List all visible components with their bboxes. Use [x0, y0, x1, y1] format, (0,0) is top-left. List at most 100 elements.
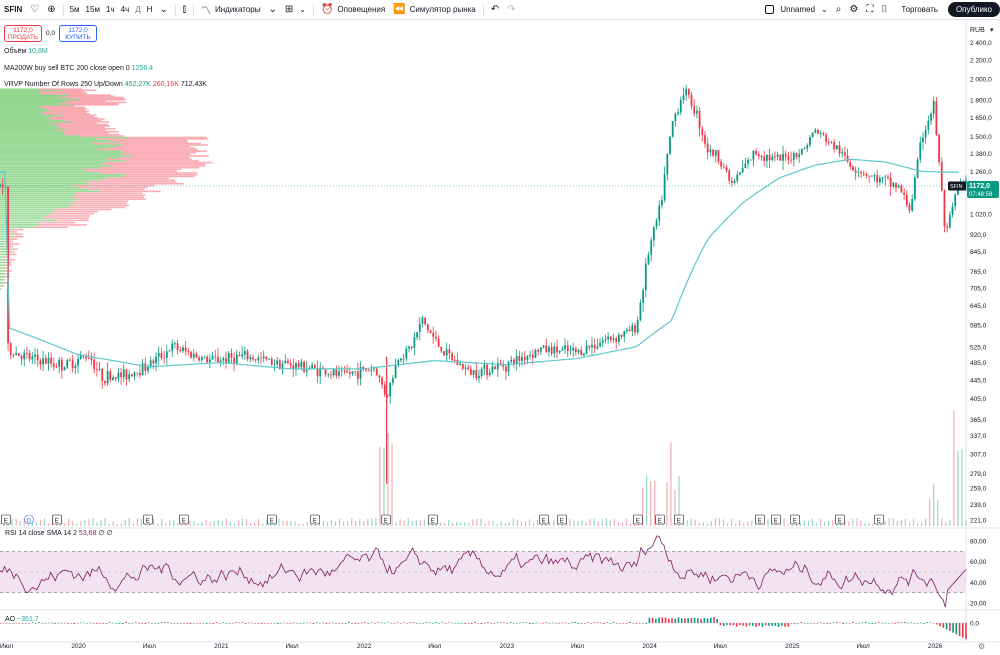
price-chart[interactable]: E D E E E E E E E E E E E E E E E E E RUB ▾ 2 400,0 2 200,0 2 0…: [0, 21, 1000, 655]
ao-bar: [554, 623, 557, 624]
undo-button[interactable]: ↶: [487, 0, 503, 20]
candle-body: [779, 154, 782, 161]
rsi-tick-label: 40,00: [970, 580, 987, 587]
candle-body: [176, 343, 179, 350]
ao-legend[interactable]: AO −351,7: [5, 614, 39, 625]
ao-bar: [128, 622, 131, 624]
candle-body: [370, 369, 373, 372]
candle-body: [819, 133, 822, 134]
candle-body: [609, 336, 612, 340]
candle-body: [362, 367, 365, 369]
volume-bar: [735, 523, 737, 526]
volume-bar: [504, 523, 506, 526]
sell-button[interactable]: 1172,0 ПРОДАТЬ: [4, 25, 42, 42]
vp-bar-down: [120, 153, 191, 156]
ao-bar: [487, 622, 489, 623]
volume-bar: [104, 518, 106, 526]
ao-bar: [758, 623, 761, 626]
candle-body: [445, 349, 448, 356]
templates-button[interactable]: ⊞ ⌄: [281, 0, 310, 20]
ao-bar: [202, 623, 205, 624]
ao-bar: [929, 622, 932, 624]
ao-bar: [157, 623, 160, 624]
vp-bar-down: [67, 101, 127, 104]
interval-15m[interactable]: 15м: [85, 5, 100, 14]
vp-bar-down: [5, 281, 10, 284]
ao-bar: [160, 622, 163, 623]
ao-bar: [819, 622, 822, 623]
replay-button[interactable]: ⏪ Симулятор рынка: [389, 0, 480, 20]
ao-bar: [709, 617, 712, 623]
volume-bar: [419, 519, 421, 526]
vrvp-legend[interactable]: VRVP Number Of Rows 250 Up/Down 452,27K …: [4, 79, 207, 90]
candle-body: [112, 377, 114, 380]
quick-search-button[interactable]: ⌕: [832, 0, 846, 20]
ma-legend[interactable]: MA200W buy sell BTC 200 close open 0 125…: [4, 63, 207, 74]
redo-button[interactable]: ↷: [503, 0, 519, 20]
ao-bar: [302, 622, 305, 624]
symbol-tag-bg: [948, 181, 966, 191]
layout-menu-button[interactable]: Unnamed ⌄: [761, 0, 831, 20]
ao-bar: [370, 622, 373, 623]
candle-body: [515, 355, 518, 364]
interval-week[interactable]: Н: [146, 5, 153, 14]
volume-bar: [706, 523, 708, 526]
add-symbol-button[interactable]: ⊕: [43, 0, 59, 20]
volume-bar: [197, 523, 199, 526]
rsi-legend[interactable]: RSI 14 close SMA 14 2 53,68 ∅ ∅: [5, 528, 113, 539]
ao-bar: [955, 623, 958, 635]
compare-button[interactable]: ♡: [26, 0, 43, 20]
vp-bar-down: [45, 215, 91, 217]
volume-legend[interactable]: Объём 10,8M: [4, 46, 207, 57]
vp-bar-up: [0, 90, 38, 93]
candle-body: [714, 150, 717, 156]
fullscreen-button[interactable]: ⛶: [862, 0, 877, 20]
price-tick-label: 1 260,0: [970, 169, 992, 176]
settings-button[interactable]: ⚙: [845, 0, 862, 20]
volume-bar: [334, 521, 337, 526]
snapshot-button[interactable]: ⌷: [877, 0, 891, 20]
volume-bar: [601, 519, 603, 526]
vp-bar-up: [0, 285, 3, 287]
candle-body: [548, 346, 550, 352]
vrvp-down: 260,16K: [152, 81, 179, 88]
alerts-button[interactable]: ⏰ Оповещения: [317, 0, 389, 20]
volume-bar: [274, 522, 276, 526]
ao-bar: [890, 622, 893, 624]
volume-bar: [282, 521, 284, 526]
interval-dropdown[interactable]: ⌄: [155, 0, 171, 20]
chart-type-button[interactable]: ⫾: [179, 0, 190, 20]
event-marker: [771, 514, 781, 525]
ao-bar: [464, 623, 467, 624]
symbol-search-button[interactable]: SFIN: [0, 0, 26, 20]
rsi-value: 53,68: [78, 530, 97, 537]
interval-4h[interactable]: 4ч: [120, 5, 130, 14]
volume-bar: [415, 519, 417, 526]
volume-bar: [876, 522, 878, 526]
indicators-button[interactable]: 〽 Индикаторы ⌄: [197, 0, 281, 20]
publish-button[interactable]: Опублико: [947, 2, 1000, 17]
event-marker: [557, 514, 567, 525]
interval-day[interactable]: Д: [135, 5, 141, 14]
candle-body: [278, 360, 281, 370]
buy-button[interactable]: 1172,0 КУПИТЬ: [59, 25, 98, 42]
ao-bar: [551, 622, 554, 624]
ao-bar: [406, 623, 408, 624]
event-marker: [52, 514, 62, 525]
interval-1h[interactable]: 1ч: [105, 5, 115, 14]
ao-bar: [774, 623, 777, 626]
ao-bar: [225, 623, 227, 624]
ao-bar: [677, 617, 680, 623]
volume-bar: [375, 518, 377, 526]
trade-button[interactable]: Торговать: [901, 5, 938, 14]
toolbar-divider: [482, 3, 484, 16]
candle-body: [878, 177, 881, 183]
interval-5m[interactable]: 5м: [69, 5, 80, 14]
ao-bar: [764, 623, 767, 626]
ao-bar: [755, 623, 757, 627]
volume-bar: [726, 523, 729, 526]
candle-body: [109, 370, 112, 380]
candle-body: [795, 152, 798, 158]
vp-bar-up: [0, 188, 89, 191]
candle-body: [841, 152, 844, 154]
